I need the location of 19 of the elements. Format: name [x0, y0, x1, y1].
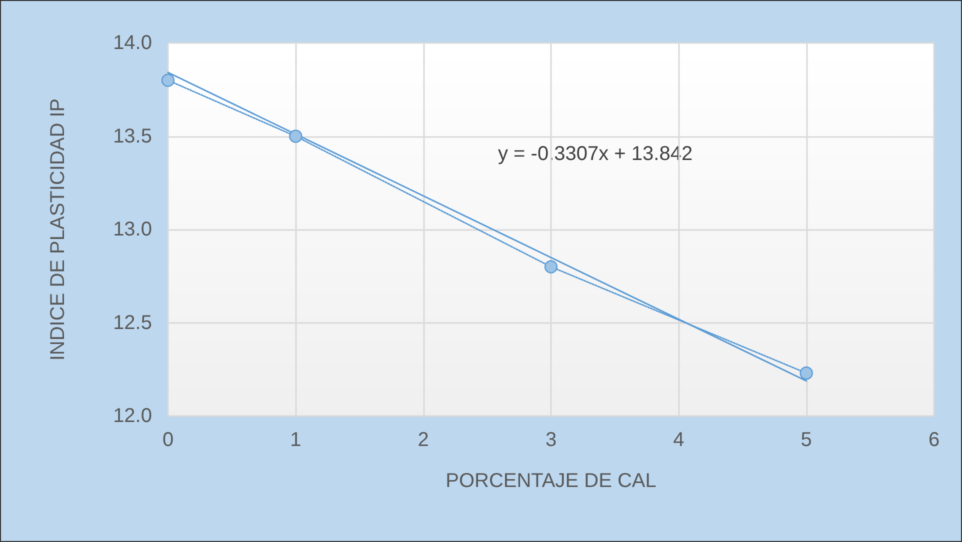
y-tick-label: 12.5	[113, 312, 152, 334]
point	[800, 366, 813, 380]
x-axis-title: PORCENTAJE DE CAL	[446, 470, 656, 492]
annotation: y = -0.3307x + 13.842	[498, 143, 693, 165]
point	[161, 74, 175, 87]
y-tick-label: 13.5	[113, 125, 152, 148]
point	[289, 130, 302, 143]
y-tick-label: 14.0	[113, 32, 152, 54]
x-tick-label: 6	[928, 429, 940, 451]
x-tick-label: 2	[418, 429, 429, 451]
y-tick-label: 12.0	[113, 405, 152, 427]
x-tick-label: 1	[290, 429, 302, 451]
x-tick-label: 4	[673, 429, 684, 451]
y-tick-label: 13.0	[113, 218, 152, 240]
x-tick-label: 0	[162, 429, 174, 451]
y-axis-title: INDICE DE PLASTICIDAD IP	[47, 98, 69, 361]
x-tick-label: 5	[800, 429, 812, 451]
x-tick-label: 3	[545, 429, 557, 451]
point	[544, 260, 558, 274]
